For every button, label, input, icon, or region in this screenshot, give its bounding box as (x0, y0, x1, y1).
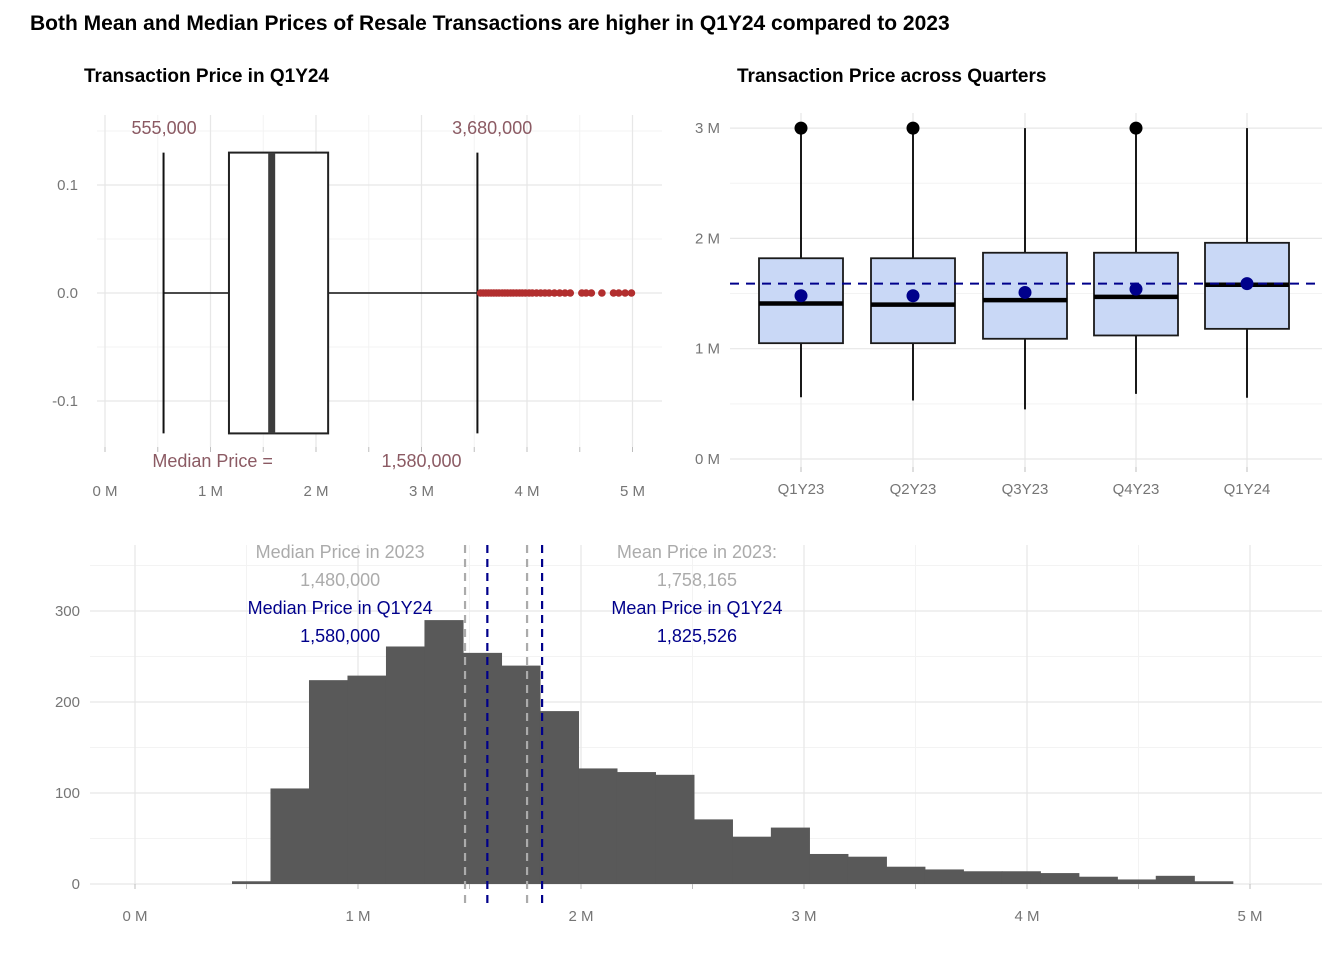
annotation-line: 1,758,165 (657, 570, 737, 590)
histogram-bar (1194, 881, 1234, 884)
tick-label: 3 M (695, 120, 720, 137)
tick-label: 5 M (620, 483, 645, 500)
q1y24-boxplot-chart: 555,000 3,680,000 Median Price = 1,580,000 0… (52, 115, 662, 500)
cap-outlier-dot (794, 121, 808, 135)
cap-outlier-dot (906, 121, 920, 135)
mean-dot (1240, 277, 1254, 291)
tick-label: 0 (72, 876, 80, 893)
tick-label: 1 M (345, 908, 370, 925)
category-label: Q1Y24 (1224, 481, 1271, 498)
histogram-bars (232, 620, 1234, 884)
annotation-line: 1,480,000 (300, 570, 380, 590)
outlier-dot (566, 289, 575, 297)
category-label: Q4Y23 (1113, 481, 1160, 498)
histogram-bar (616, 772, 656, 884)
outlier-dot (561, 289, 569, 297)
histogram-bar (847, 856, 887, 884)
tick-label: 5 M (1237, 908, 1262, 925)
histogram-bar (462, 652, 503, 884)
annotation-line: Mean Price in Q1Y24 (611, 598, 782, 618)
cap-outlier-dot (1129, 121, 1143, 135)
histogram-bar (693, 819, 733, 884)
quarters-boxplot-chart: Q1Y23 Q2Y23 Q3Y23 Q4Y23 Q1Y24 0 M 1 M 2 M 3 M (695, 113, 1322, 498)
outlier-dot (587, 289, 596, 297)
tick-label: 2 M (568, 908, 593, 925)
tick-label: 3 M (791, 908, 816, 925)
tick-label: 100 (55, 785, 80, 802)
outlier-dot (550, 289, 559, 297)
histogram-bar (770, 827, 810, 884)
histogram-bar (924, 869, 964, 884)
tick-label: 4 M (514, 483, 539, 500)
annotation-median: Median Price = (152, 451, 273, 471)
histogram-bar (385, 646, 426, 884)
tick-label: 1 M (198, 483, 223, 500)
left-panel-title: Transaction Price in Q1Y24 (84, 66, 329, 87)
tick-label: 0 M (695, 451, 720, 468)
outlier-dot (545, 289, 553, 297)
category-label: Q1Y23 (778, 481, 825, 498)
histogram-bar (578, 768, 618, 884)
annotation-line: 1,580,000 (300, 626, 380, 646)
histogram-bar (809, 853, 849, 884)
tick-label: -0.1 (52, 393, 78, 410)
annotation-line: 1,825,526 (657, 626, 737, 646)
tick-label: 2 M (695, 230, 720, 247)
tick-label: 0.1 (57, 177, 78, 194)
histogram-bar (347, 675, 387, 884)
right-panel-title: Transaction Price across Quarters (737, 66, 1047, 87)
page-title: Both Mean and Median Prices of Resale Tr… (30, 12, 950, 35)
histogram-bar (501, 665, 541, 884)
histogram-bar (963, 871, 1003, 884)
histogram-bar (1040, 873, 1080, 884)
outlier-dot (621, 289, 629, 297)
tick-label: 2 M (303, 483, 328, 500)
outlier-dot (627, 289, 636, 297)
histogram-bar (270, 788, 310, 884)
tick-label: 4 M (1014, 908, 1039, 925)
outlier-dot (614, 289, 623, 297)
tick-label: 1 M (695, 341, 720, 358)
outlier-dot (582, 289, 590, 297)
tick-label: 200 (55, 694, 80, 711)
mean-dot (794, 289, 808, 303)
histogram-bar (232, 881, 272, 884)
histogram-bar (1117, 879, 1157, 884)
histogram-bar (655, 774, 695, 884)
mean-dot (906, 289, 920, 303)
annotation-line: Median Price in 2023 (256, 542, 425, 562)
histogram-bar (886, 866, 926, 884)
tick-label: 300 (55, 603, 80, 620)
annotation-median: 1,580,000 (381, 451, 461, 471)
mean-dot (1018, 285, 1032, 299)
histogram-bar (1001, 871, 1041, 884)
tick-label: 3 M (409, 483, 434, 500)
box (227, 151, 330, 435)
outlier-dot (609, 289, 618, 297)
outlier-dot (598, 289, 606, 297)
histogram-bar (424, 620, 464, 884)
annotation-value: 555,000 (132, 118, 197, 138)
annotation-line: Median Price in Q1Y24 (248, 598, 433, 618)
tick-label: 0 M (122, 908, 147, 925)
histogram-bar (539, 711, 580, 884)
histogram-bar (1078, 876, 1118, 884)
outlier-dots (476, 289, 636, 297)
category-label: Q2Y23 (890, 481, 937, 498)
annotation-value: 3,680,000 (452, 118, 532, 138)
category-label: Q3Y23 (1002, 481, 1049, 498)
price-histogram-chart: Median Price in 2023 1,480,000 Median Pric… (55, 542, 1322, 925)
tick-label: 0.0 (57, 285, 78, 302)
mean-dot (1129, 282, 1143, 296)
histogram-bar (732, 836, 772, 884)
outlier-dot (555, 289, 564, 297)
annotation-line: Mean Price in 2023: (617, 542, 777, 562)
histogram-bar (308, 680, 349, 884)
histogram-bar (1155, 875, 1195, 884)
tick-label: 0 M (92, 483, 117, 500)
